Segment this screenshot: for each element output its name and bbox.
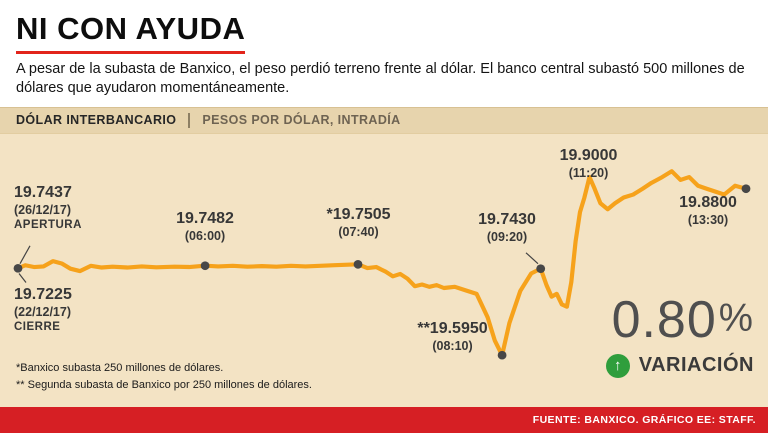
data-point-marker xyxy=(536,264,546,273)
footnotes: *Banxico subasta 250 millones de dólares… xyxy=(16,360,312,393)
annotation-label: APERTURA xyxy=(14,218,82,231)
annotation-time: (08:10) xyxy=(432,338,473,353)
annotation-0600: 19.7482 (06:00) xyxy=(160,210,250,243)
annotation-time: (26/12/17) xyxy=(14,202,71,217)
chart-kicker-band: DÓLAR INTERBANCARIO PESOS POR DÓLAR, INT… xyxy=(0,106,768,134)
annotation-value: 19.8800 xyxy=(679,193,737,211)
annotation-time: (09:20) xyxy=(486,229,528,244)
annotation-time: (07:40) xyxy=(338,224,379,239)
annotation-cierre: 19.7225 (22/12/17) CIERRE xyxy=(14,286,72,333)
annotation-1120: 19.9000 (11:20) xyxy=(541,147,636,180)
annotation-0920: 19.7430 (09:20) xyxy=(461,211,553,244)
data-point-marker xyxy=(741,184,751,193)
annotation-pointer-lines xyxy=(18,245,539,283)
annotation-value: 19.9000 xyxy=(559,146,618,164)
header-section: NI CON AYUDA A pesar de la subasta de Ba… xyxy=(0,0,768,107)
annotation-1330: 19.8800 (13:30) xyxy=(666,194,750,227)
variation-value: 0.80% xyxy=(606,294,754,346)
annotation-value: 19.7430 xyxy=(478,210,536,228)
footnote-1: *Banxico subasta 250 millones de dólares… xyxy=(16,362,224,374)
source-bar: FUENTE: BANXICO. GRÁFICO EE: STAFF. xyxy=(0,407,768,433)
data-point-marker xyxy=(13,263,23,273)
percent-sign: % xyxy=(718,296,754,340)
annotation-value: 19.7482 xyxy=(176,209,234,227)
variation-caption: ↑ VARIACIÓN xyxy=(605,353,754,378)
annotation-value: 19.7437 xyxy=(14,183,72,201)
source-text: FUENTE: BANXICO. GRÁFICO EE: STAFF. xyxy=(532,414,756,426)
price-line-chart xyxy=(13,168,751,360)
annotation-0810: **19.5950 (08:10) xyxy=(400,320,505,353)
annotation-time: (06:00) xyxy=(184,228,226,243)
annotation-time: (13:30) xyxy=(687,212,729,227)
data-point-marker xyxy=(497,350,507,360)
variation-label: VARIACIÓN xyxy=(638,354,754,377)
page-subtitle: A pesar de la subasta de Banxico, el pes… xyxy=(16,61,745,97)
data-point-marker xyxy=(353,259,363,269)
footnote-2: ** Segunda subasta de Banxico por 250 mi… xyxy=(16,378,312,391)
variation-number: 0.80 xyxy=(611,290,717,349)
chart-kicker-left: DÓLAR INTERBANCARIO xyxy=(16,113,177,128)
annotation-time: (11:20) xyxy=(568,165,609,180)
chart-area: 19.7437 (26/12/17) APERTURA 19.7225 (22/… xyxy=(0,133,768,407)
chart-kicker-right: PESOS POR DÓLAR, INTRADÍA xyxy=(202,113,401,128)
annotation-label: CIERRE xyxy=(14,320,61,333)
annotation-value: 19.7225 xyxy=(14,285,72,303)
annotation-value: **19.5950 xyxy=(417,319,488,337)
annotation-apertura: 19.7437 (26/12/17) APERTURA xyxy=(14,184,82,231)
price-line xyxy=(15,168,749,358)
up-arrow-icon: ↑ xyxy=(605,353,630,378)
annotation-time: (22/12/17) xyxy=(14,304,71,319)
variation-block: 0.80% ↑ VARIACIÓN xyxy=(605,294,754,378)
data-point-marker xyxy=(200,261,210,270)
divider xyxy=(188,112,191,128)
annotation-value: *19.7505 xyxy=(326,205,391,223)
page-title: NI CON AYUDA xyxy=(16,11,246,54)
annotation-0740: *19.7505 (07:40) xyxy=(311,206,406,239)
